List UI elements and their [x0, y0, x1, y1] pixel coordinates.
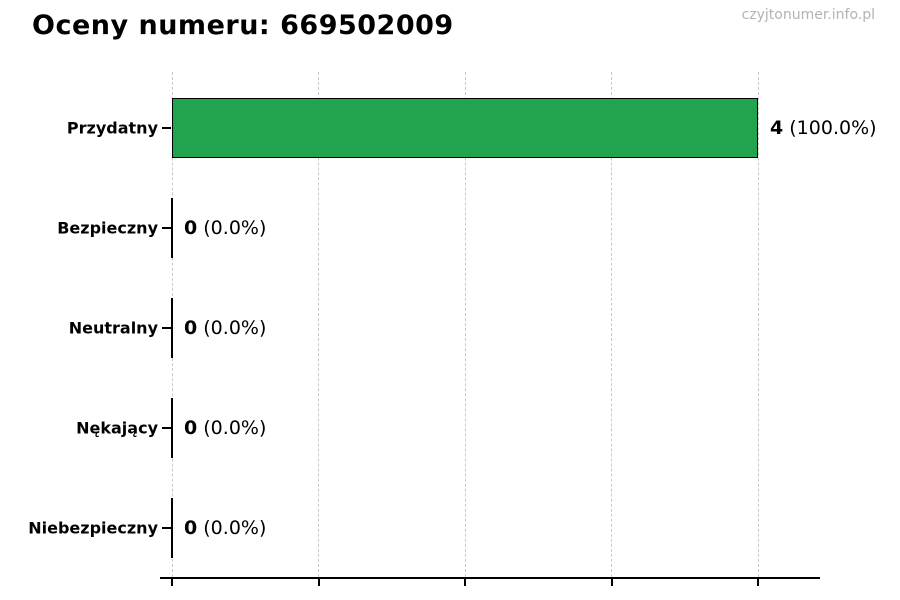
- value-percentage: (0.0%): [197, 217, 267, 239]
- y-axis-tick: [162, 327, 171, 329]
- bar: [171, 298, 173, 358]
- gridline: [757, 72, 759, 577]
- x-axis-line: [160, 577, 820, 579]
- category-label: Bezpieczny: [57, 218, 158, 238]
- bar: [171, 398, 173, 458]
- x-axis-tick: [317, 579, 320, 586]
- value-count: 4: [770, 117, 784, 139]
- value-percentage: (0.0%): [197, 317, 267, 339]
- x-axis-tick: [610, 579, 613, 586]
- value-count: 0: [184, 417, 198, 439]
- value-count: 0: [184, 317, 198, 339]
- value-label: 0 (0.0%): [184, 517, 266, 539]
- category-label: Neutralny: [68, 318, 158, 338]
- gridline: [611, 72, 612, 577]
- bar: [171, 498, 173, 558]
- watermark: czyjtonumer.info.pl: [741, 7, 875, 23]
- value-percentage: (100.0%): [783, 117, 877, 139]
- y-axis-tick: [162, 227, 171, 229]
- value-count: 0: [184, 217, 198, 239]
- value-label: 0 (0.0%): [184, 317, 266, 339]
- y-axis-tick: [162, 427, 171, 429]
- x-axis-tick: [171, 579, 173, 586]
- x-axis-tick: [757, 579, 759, 586]
- category-label: Niebezpieczny: [28, 518, 158, 538]
- y-axis-tick: [162, 527, 171, 529]
- value-label: 0 (0.0%): [184, 217, 266, 239]
- gridline: [318, 72, 319, 577]
- chart-title: Oceny numeru: 669502009: [32, 10, 454, 41]
- bar: [171, 198, 173, 258]
- value-label: 0 (0.0%): [184, 417, 266, 439]
- value-percentage: (0.0%): [197, 417, 267, 439]
- category-label: Nękający: [76, 418, 158, 438]
- value-percentage: (0.0%): [197, 517, 267, 539]
- x-axis-tick: [464, 579, 466, 586]
- category-label: Przydatny: [66, 118, 158, 138]
- value-count: 0: [184, 517, 198, 539]
- gridline: [464, 72, 466, 577]
- bar: [172, 98, 758, 158]
- value-label: 4 (100.0%): [770, 117, 877, 139]
- y-axis-tick: [162, 127, 171, 129]
